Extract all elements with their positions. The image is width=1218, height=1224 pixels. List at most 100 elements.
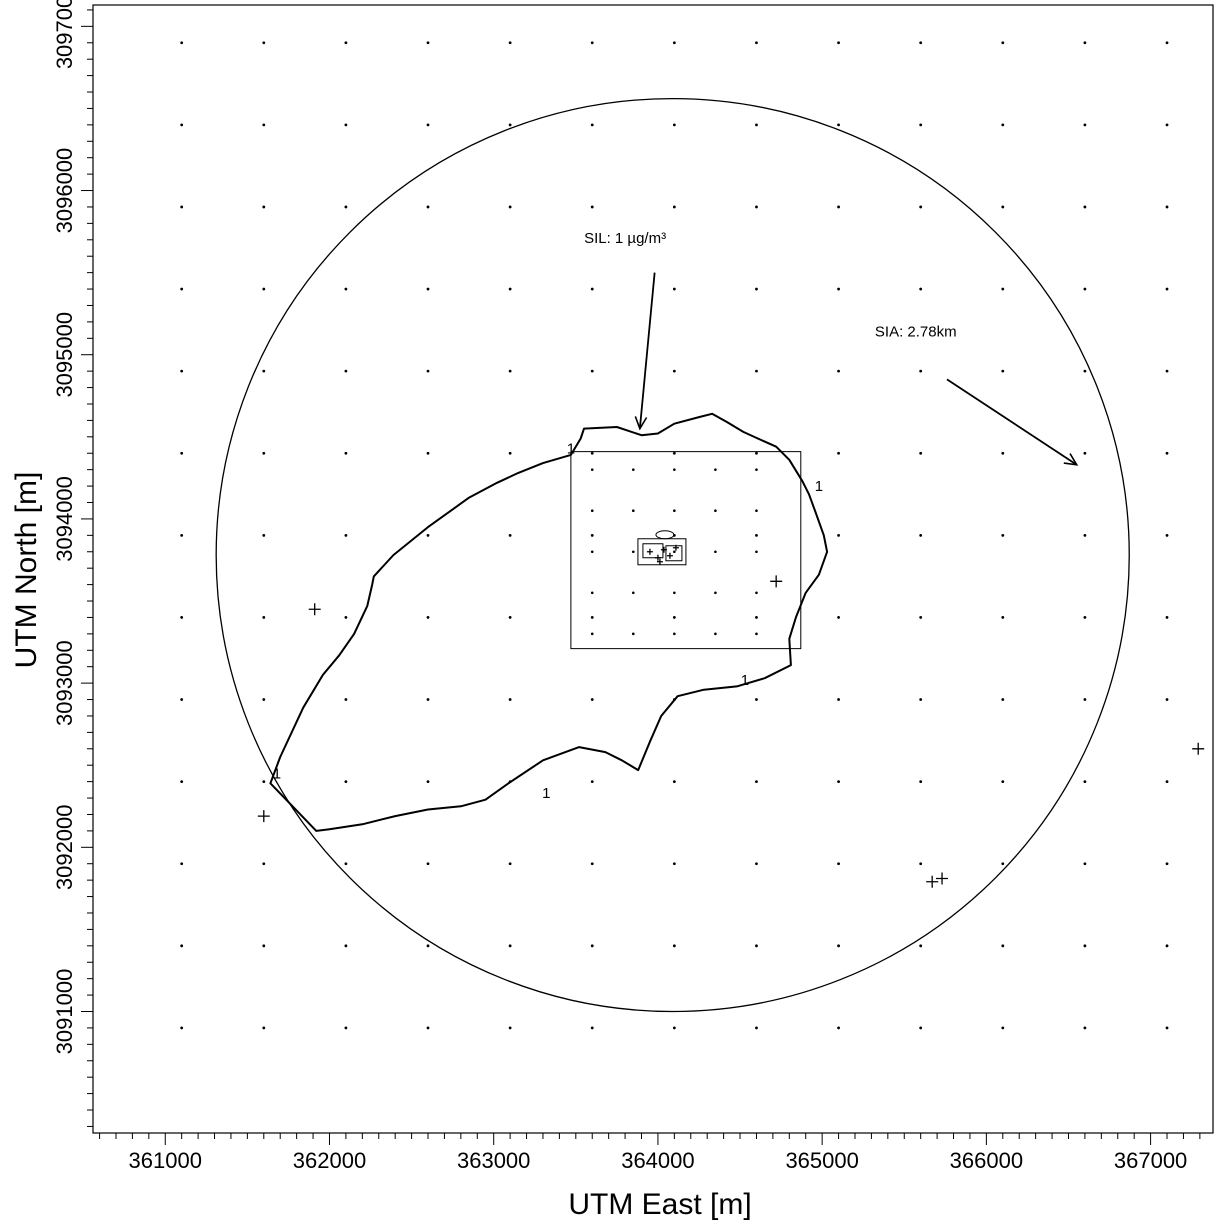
receptor-dot	[1165, 944, 1169, 948]
receptor-dot	[672, 616, 676, 619]
receptor-dot	[919, 1026, 923, 1030]
receptor-dot	[262, 533, 266, 537]
annotation: SIA: 2.78km	[875, 324, 1079, 466]
receptor-dot	[919, 780, 923, 784]
receptor-dot	[180, 616, 184, 619]
receptor-dot	[755, 698, 758, 701]
y-tick-label: 3094000	[52, 476, 77, 562]
contour-label: 1	[273, 765, 281, 782]
fine-receptor-dot	[673, 509, 676, 513]
receptor-dot	[1165, 123, 1169, 127]
contour-path	[269, 412, 829, 832]
receptor-dot	[837, 369, 840, 373]
contour-label: 1	[741, 672, 749, 689]
receptor-dot	[1083, 616, 1087, 619]
receptor-dot	[508, 862, 512, 866]
receptor-dot	[262, 1026, 266, 1030]
x-axis-title: UTM East [m]	[568, 1188, 751, 1221]
receptor-dot	[919, 616, 923, 619]
receptor-dot	[426, 698, 430, 701]
receptor-dot	[1001, 616, 1005, 619]
x-tick-label: 363000	[457, 1148, 530, 1173]
receptor-dot	[426, 41, 430, 45]
receptor-dot	[1001, 533, 1005, 537]
tank-outline	[655, 530, 675, 540]
receptor-dot	[919, 369, 923, 373]
receptor-dot	[344, 862, 348, 866]
receptor-dot	[426, 780, 430, 784]
receptor-dot	[426, 451, 430, 455]
receptor-dot	[262, 287, 266, 291]
receptor-dot	[755, 616, 758, 619]
fine-receptor-dot	[714, 550, 717, 554]
x-tick-label: 365000	[785, 1148, 858, 1173]
receptor-dot	[180, 287, 184, 291]
receptor-dot	[1001, 369, 1005, 373]
fine-receptor-dot	[755, 468, 758, 471]
receptor-dot	[344, 698, 348, 701]
x-tick-label: 367000	[1114, 1148, 1187, 1173]
receptor-dot	[672, 862, 676, 866]
receptor-dot	[344, 205, 348, 209]
fine-receptor-dot	[714, 591, 717, 595]
receptor-dot	[755, 780, 758, 784]
source-marker	[656, 558, 663, 565]
receptor-dot	[508, 369, 512, 373]
fine-receptor-dot	[714, 468, 717, 471]
receptor-dot	[1165, 780, 1169, 784]
fine-receptor-dot	[673, 468, 676, 471]
receptor-dot	[919, 205, 923, 209]
receptor-dot	[919, 41, 923, 45]
building-outline	[642, 543, 664, 559]
x-axis: 361000 362000 363000 364000 365000 366000 3670…	[99, 1133, 1201, 1173]
source-marker	[654, 554, 661, 561]
receptor-dot	[1165, 862, 1169, 866]
receptor-dot	[508, 123, 512, 127]
receptor-dot	[508, 616, 512, 619]
fine-receptor-dot	[631, 591, 635, 595]
receptor-dot	[426, 205, 430, 209]
fine-receptor-dot	[590, 550, 594, 554]
receptor-dot	[919, 533, 923, 537]
facility-footprint	[637, 530, 687, 566]
receptor-dot	[180, 780, 184, 784]
fine-grid-boundary	[570, 451, 802, 650]
source-marker	[672, 544, 679, 551]
receptor-dot	[1001, 862, 1005, 866]
receptor-dot	[344, 616, 348, 619]
receptor-dot	[508, 41, 512, 45]
receptor-dot	[837, 1026, 840, 1030]
receptor-dot	[672, 369, 676, 373]
fine-receptor-dot	[714, 509, 717, 513]
receptor-dot	[919, 698, 923, 701]
contour-1-line	[269, 412, 829, 832]
receptor-dot	[672, 123, 676, 127]
fine-receptor-dot	[673, 632, 676, 636]
receptor-dot	[1083, 1026, 1087, 1030]
annotations: SIL: 1 µg/m³ SIA: 2.78km	[584, 230, 1079, 466]
y-tick-label: 3091000	[52, 969, 77, 1055]
receptor-dot	[919, 944, 923, 948]
receptor-dot	[837, 862, 840, 866]
receptor-dot	[180, 862, 184, 866]
receptor-dot	[837, 41, 840, 45]
receptor-dot	[755, 533, 758, 537]
receptor-dot	[426, 1026, 430, 1030]
annotation-arrow-head	[634, 416, 648, 431]
fine-receptor-dot	[714, 632, 717, 636]
receptor-dot	[1165, 205, 1169, 209]
fine-receptor-dot	[755, 509, 758, 513]
receptor-dot	[1083, 205, 1087, 209]
receptor-dot	[1083, 698, 1087, 701]
receptor-dot	[262, 41, 266, 45]
receptor-dot	[180, 698, 184, 701]
fine-receptor-dot	[631, 509, 635, 513]
receptor-dot	[262, 862, 266, 866]
receptor-dot	[672, 1026, 676, 1030]
fine-receptor-dot	[631, 632, 635, 636]
receptor-dot	[1001, 287, 1005, 291]
receptor-dot	[1001, 123, 1005, 127]
source-marker	[666, 552, 673, 559]
receptor-dot	[1165, 533, 1169, 537]
receptor-dot	[755, 123, 758, 127]
